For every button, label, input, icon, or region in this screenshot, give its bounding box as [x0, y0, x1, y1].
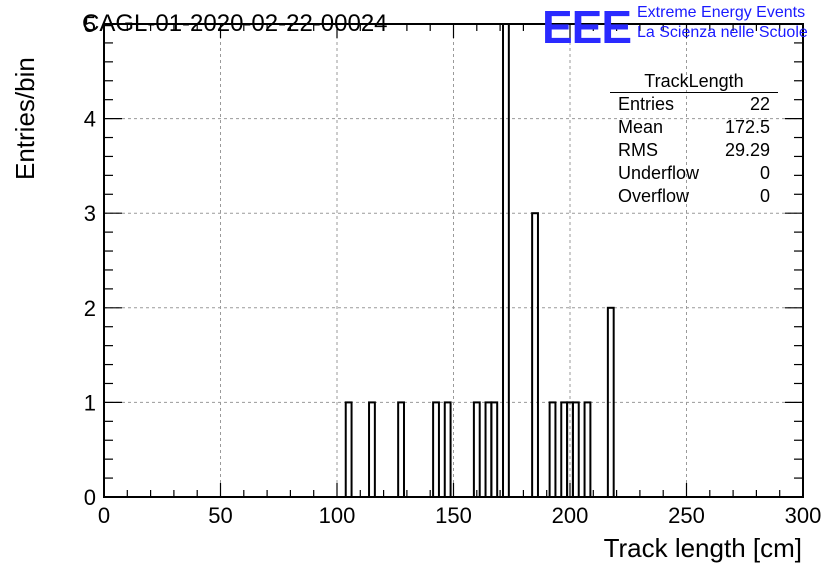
- y-tick-label: 0: [84, 485, 96, 510]
- tick-labels: 0 50 100 150 200 250 300 0 1 2 3 4 5: [84, 12, 822, 528]
- grid-lines: [104, 23, 803, 497]
- histogram-bin: [397, 401, 405, 498]
- x-axis-label: Track length [cm]: [603, 533, 802, 563]
- histogram-bin: [432, 401, 440, 498]
- stats-row-entries: Entries 22: [610, 93, 778, 116]
- x-tick-label: 100: [319, 503, 356, 528]
- histogram-bin: [502, 23, 510, 498]
- histogram-bin: [490, 401, 499, 498]
- x-tick-label: 200: [552, 503, 589, 528]
- x-tick-label: 50: [208, 503, 232, 528]
- axis-ticks: [103, 23, 804, 498]
- y-tick-label: 3: [84, 201, 96, 226]
- stats-label: Mean: [618, 117, 664, 137]
- stats-row-underflow: Underflow 0: [610, 162, 778, 185]
- stats-value: 0: [759, 163, 770, 183]
- logo-caption-line2: La Scienza nelle Scuole: [637, 24, 808, 41]
- stats-value: 22: [749, 94, 770, 114]
- logo-caption-line1: Extreme Energy Events: [637, 4, 806, 21]
- x-tick-label: 150: [435, 503, 472, 528]
- y-tick-label: 5: [84, 12, 96, 37]
- stats-value: 0: [759, 186, 770, 206]
- histogram-bin: [571, 401, 580, 498]
- stats-label: Underflow: [618, 163, 700, 183]
- y-tick-label: 1: [84, 390, 96, 415]
- x-tick-label: 0: [98, 503, 110, 528]
- stats-value: 29.29: [724, 140, 770, 160]
- y-axis-label: Entries/bin: [10, 57, 40, 180]
- x-tick-label: 250: [668, 503, 705, 528]
- stats-row-mean: Mean 172.5: [610, 116, 778, 139]
- histogram-bin: [368, 401, 376, 498]
- stats-box: TrackLength Entries 22 Mean 172.5 RMS 29…: [610, 70, 778, 208]
- logo-caption: Extreme Energy Events La Scienza nelle S…: [637, 3, 808, 43]
- x-tick-label: 300: [785, 503, 822, 528]
- stats-title: TrackLength: [610, 70, 778, 93]
- histogram-bin: [344, 401, 353, 498]
- stats-row-rms: RMS 29.29: [610, 139, 778, 162]
- stats-label: RMS: [618, 140, 658, 160]
- stats-label: Entries: [618, 94, 675, 114]
- stats-value: 172.5: [724, 117, 770, 137]
- histogram-bin: [472, 401, 481, 498]
- histogram-bars: [344, 23, 615, 498]
- y-tick-label: 2: [84, 296, 96, 321]
- histogram-bin: [443, 401, 452, 498]
- eee-logo: EEE: [542, 1, 632, 53]
- stats-label: Overflow: [618, 186, 690, 206]
- stats-row-overflow: Overflow 0: [610, 185, 778, 208]
- y-tick-label: 4: [84, 107, 96, 132]
- chart-title: CAGL-01-2020-02-22-00024: [82, 10, 388, 37]
- histogram-bin: [531, 212, 539, 498]
- histogram-bin: [548, 401, 557, 498]
- histogram-bin: [583, 401, 592, 498]
